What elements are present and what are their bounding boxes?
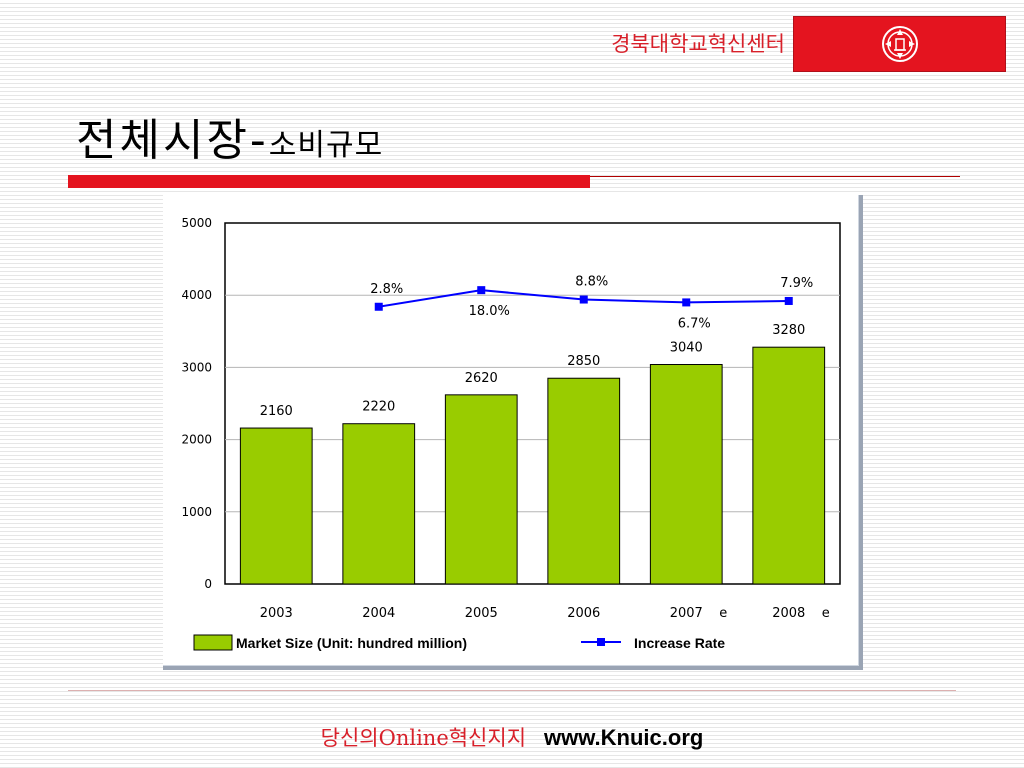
x-tick-label: 2003 <box>260 606 293 621</box>
rate-point-2006 <box>579 295 588 304</box>
bar-2005 <box>444 394 518 585</box>
slide-title-main: 전체시장- <box>76 115 269 166</box>
y-tick-label: 0 <box>204 577 212 591</box>
legend-bar-label: Market Size (Unit: hundred million) <box>236 635 467 651</box>
slide-title: 전체시장-소비규모 <box>76 104 383 168</box>
rate-point-2007 <box>682 298 691 307</box>
rate-label: 8.8% <box>575 275 608 290</box>
legend-bar-swatch <box>193 634 233 651</box>
rate-point-2005 <box>477 286 486 295</box>
rate-point-2008 <box>784 296 793 305</box>
title-underline-line <box>590 176 960 177</box>
slide-title-sub: 소비규모 <box>268 128 384 163</box>
university-emblem-icon <box>882 26 918 62</box>
bar-2003 <box>239 427 313 585</box>
x-tick-label: 2008 <box>772 606 805 621</box>
footer: 당신의Online혁신지지 www.Knuic.org <box>0 722 1024 752</box>
logo-banner <box>793 16 1006 72</box>
bar-2008 <box>752 346 826 585</box>
footer-url[interactable]: www.Knuic.org <box>544 725 704 750</box>
footer-tagline: 당신의Online혁신지지 <box>320 726 527 750</box>
rate-point-2004 <box>374 302 383 311</box>
rate-label: 6.7% <box>678 316 711 331</box>
y-tick-label: 5000 <box>181 216 212 230</box>
bar-2006 <box>547 377 621 585</box>
rate-label: 2.8% <box>370 282 403 297</box>
bar-label: 2160 <box>260 404 293 419</box>
x-tick-label: 2006 <box>567 606 600 621</box>
bar-label: 2220 <box>362 400 395 415</box>
y-tick-label: 2000 <box>181 433 212 447</box>
x-tick-label: 2005 <box>465 606 498 621</box>
title-underline-bar <box>68 175 590 188</box>
org-name: 경북대학교혁신센터 <box>611 32 785 56</box>
bar-2004 <box>342 423 416 585</box>
x-tick-suffix: e <box>822 606 830 621</box>
bar-label: 3040 <box>670 341 703 356</box>
footer-divider <box>68 690 956 691</box>
x-tick-label: 2007 <box>670 606 703 621</box>
bar-label: 2620 <box>465 371 498 386</box>
y-tick-label: 4000 <box>181 288 212 302</box>
bar-label: 2850 <box>567 354 600 369</box>
x-tick-suffix: e <box>719 606 727 621</box>
x-tick-label: 2004 <box>362 606 395 621</box>
plot-area <box>224 222 841 585</box>
bar-label: 3280 <box>772 323 805 338</box>
rate-label: 7.9% <box>780 276 813 291</box>
rate-label: 18.0% <box>469 304 510 319</box>
y-tick-label: 3000 <box>181 360 212 374</box>
market-size-chart: 0 1000 2000 3000 4000 5000 2160 2220 2620 2850 304… <box>181 216 841 651</box>
chart-frame: 0 1000 2000 3000 4000 5000 2160 2220 2620 2850 304… <box>163 195 863 670</box>
legend-line-marker <box>597 638 605 646</box>
y-tick-label: 1000 <box>181 505 212 519</box>
bar-2007 <box>649 364 723 585</box>
legend-line-label: Increase Rate <box>634 635 725 651</box>
